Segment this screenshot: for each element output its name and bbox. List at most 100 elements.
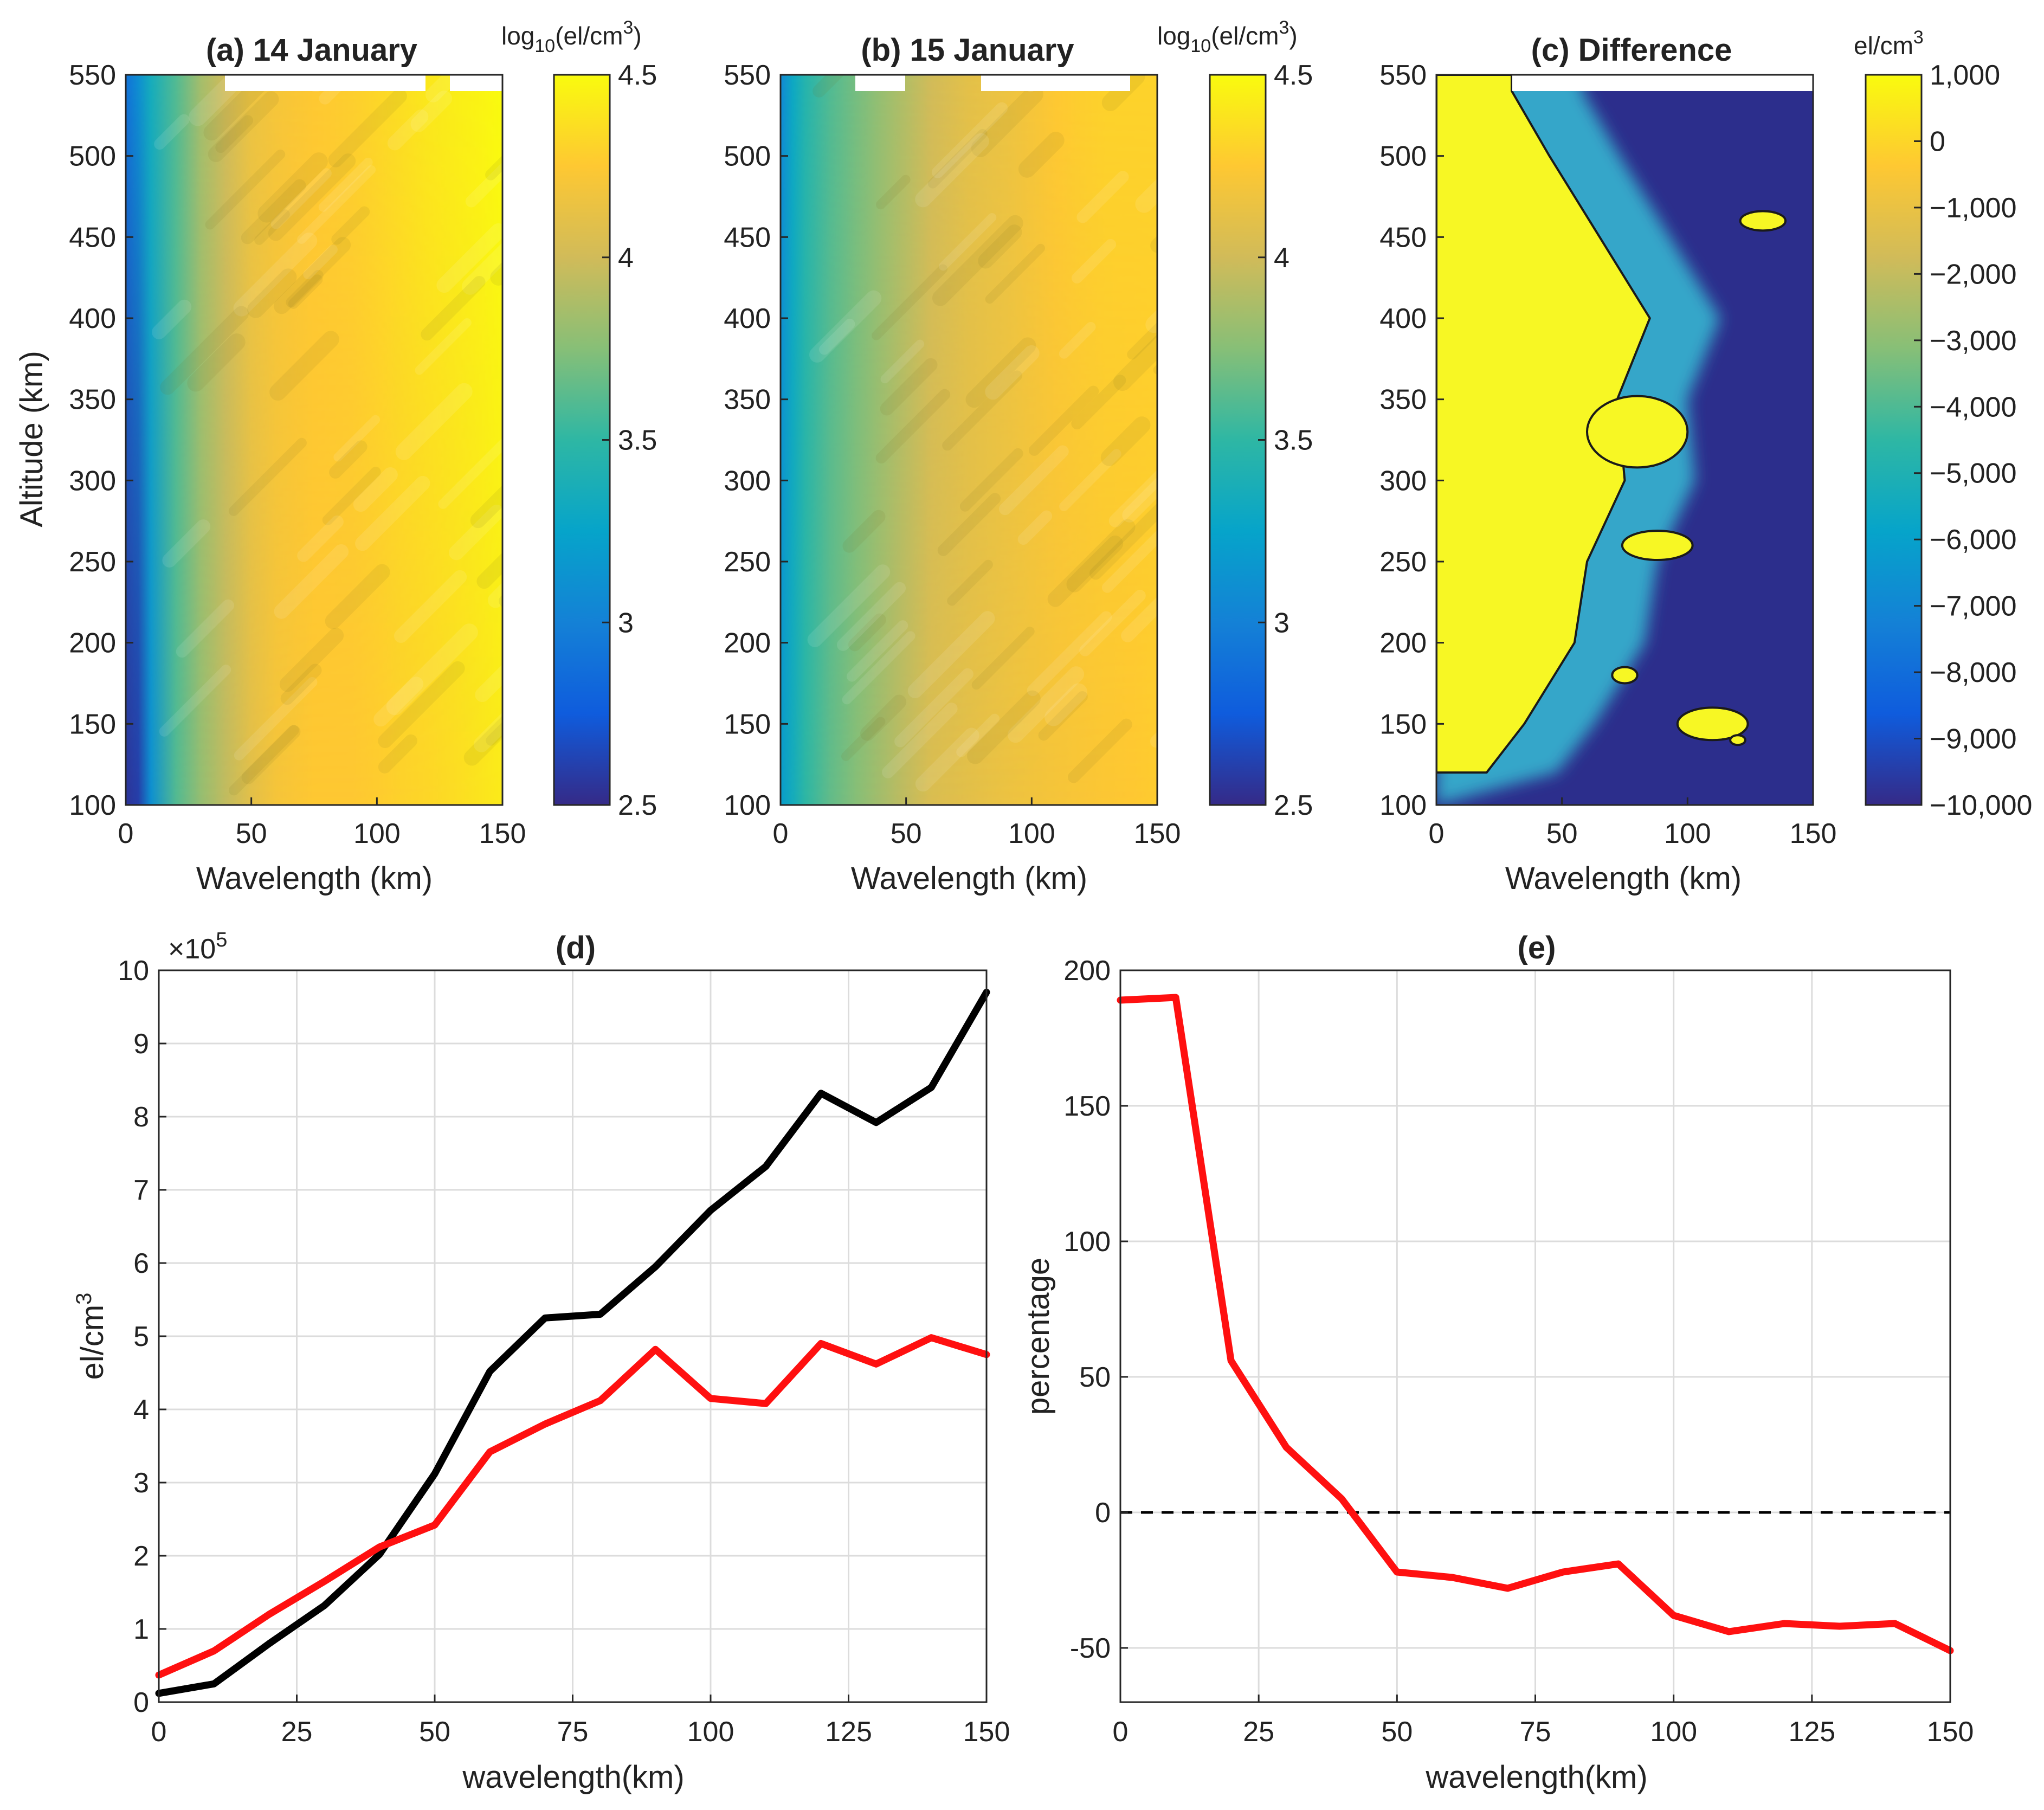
panel-a-xlabel: Wavelength (km) (196, 861, 433, 896)
y-tick-label: 550 (724, 60, 771, 91)
panel-c-heatmap: (c) Difference 0 50 100 150 100 150 200 250 300 3… (1379, 27, 2032, 896)
panel-e-y-tick-label: -50 (1070, 1633, 1111, 1664)
x-tick-label: 100 (353, 818, 401, 849)
panel-d-y-tick-label: 6 (133, 1248, 149, 1279)
colorbar-tick-label: 2.5 (618, 790, 657, 821)
y-tick-label: 500 (1379, 141, 1427, 172)
panel-d-exponent: ×105 (168, 929, 227, 965)
y-tick-label: 100 (1379, 790, 1427, 821)
panel-b-colorbar (1209, 74, 1267, 806)
panel-d-x-tick-label: 50 (419, 1716, 450, 1748)
panel-d-x-tick-label: 0 (151, 1716, 167, 1748)
y-tick-label: 100 (69, 790, 116, 821)
colorbar-tick-label: 3 (1274, 607, 1289, 639)
panel-b-image (781, 75, 1157, 805)
y-tick-label: 400 (724, 303, 771, 334)
panel-a-axes: 0 50 100 150 100 150 200 250 300 350 400 450 500 550 (69, 60, 526, 849)
y-tick-label: 200 (1379, 628, 1427, 659)
panel-e-y-tick-label: 150 (1063, 1091, 1111, 1122)
panel-e-series (1117, 994, 1954, 1654)
panel-d-line-chart: (d) 0 25 50 75 100 125 150 0 1 2 3 4 5 6 7 8 9 10 ×105 wa… (72, 929, 1010, 1795)
colorbar-tick-label: −7,000 (1930, 591, 2017, 622)
panel-d-x-tick-label: 125 (825, 1716, 872, 1748)
panel-e-y-tick-label: 200 (1063, 955, 1111, 987)
x-tick-label: 150 (479, 818, 526, 849)
colorbar-tick-label: −6,000 (1930, 524, 2017, 556)
panel-a-title: (a) 14 January (206, 33, 417, 68)
y-tick-label: 450 (724, 222, 771, 253)
y-tick-label: 500 (724, 141, 771, 172)
panel-d-series-red (155, 1334, 990, 1679)
y-tick-label: 550 (1379, 60, 1427, 91)
y-tick-label: 300 (69, 465, 116, 497)
panel-e-x-tick-label: 0 (1113, 1716, 1129, 1748)
panel-b-axes: 0 50 100 150 100 150 200 250 300 350 400 450 500 550 (724, 60, 1181, 849)
panel-d-y-tick-label: 8 (133, 1102, 149, 1133)
panel-d-series-black (155, 989, 990, 1697)
panel-a-colorbar-title: log10(el/cm3) (501, 17, 642, 56)
panel-e-x-tick-label: 75 (1520, 1716, 1551, 1748)
panel-b-xlabel: Wavelength (km) (851, 861, 1087, 896)
panel-a-heatmap: (a) 14 January 0 50 100 150 100 150 200 250 300 3… (14, 17, 657, 896)
y-tick-label: 550 (69, 60, 116, 91)
y-tick-label: 400 (69, 303, 116, 334)
y-tick-label: 350 (724, 384, 771, 416)
x-tick-label: 100 (1664, 818, 1711, 849)
colorbar-tick-label: 0 (1930, 126, 1945, 157)
panel-b-heatmap: (b) 15 January 0 50 100 150 100 150 200 250 300 3… (724, 17, 1313, 896)
y-tick-label: 250 (724, 546, 771, 578)
panel-d-y-tick-label: 5 (133, 1321, 149, 1352)
x-tick-label: 150 (1790, 818, 1837, 849)
panel-d-y-tick-label: 10 (118, 955, 149, 987)
colorbar-tick-label: 1,000 (1930, 60, 2000, 91)
panel-c-axes: 0 50 100 150 100 150 200 250 300 350 400 450 500 550 (1379, 60, 1836, 849)
y-tick-label: 150 (1379, 708, 1427, 740)
panel-d-ylabel: el/cm3 (72, 1293, 110, 1380)
colorbar-tick-label: 4 (1274, 242, 1289, 274)
panel-d-series (155, 989, 990, 1697)
y-tick-label: 450 (1379, 222, 1427, 253)
panel-d-y-tick-label: 1 (133, 1614, 149, 1645)
panel-c-colorbar-title: el/cm3 (1854, 27, 1924, 60)
panel-d-x-tick-label: 25 (281, 1716, 313, 1748)
colorbar-tick-label: −9,000 (1930, 724, 2017, 755)
colorbar-tick-label: −4,000 (1930, 391, 2017, 423)
panel-b-colorbar-title: log10(el/cm3) (1157, 17, 1298, 56)
panel-e-series-red (1117, 994, 1954, 1654)
panel-d-x-tick-label: 100 (687, 1716, 734, 1748)
y-tick-label: 400 (1379, 303, 1427, 334)
panel-a-image (126, 75, 502, 805)
panel-e-x-tick-label: 25 (1243, 1716, 1274, 1748)
panel-e-xlabel: wavelength(km) (1425, 1760, 1647, 1795)
panel-a-colorbar (553, 74, 611, 806)
x-tick-label: 50 (236, 818, 267, 849)
colorbar-tick-label: 2.5 (1274, 790, 1313, 821)
y-tick-label: 300 (724, 465, 771, 497)
panel-d-x-tick-label: 150 (963, 1716, 1010, 1748)
panel-c-colorbar (1865, 74, 1923, 806)
colorbar-tick-label: −2,000 (1930, 259, 2017, 290)
panel-a-ylabel: Altitude (km) (14, 351, 49, 527)
panel-e-y-tick-label: 100 (1063, 1226, 1111, 1258)
y-tick-label: 350 (1379, 384, 1427, 416)
y-tick-label: 250 (69, 546, 116, 578)
y-tick-label: 350 (69, 384, 116, 416)
panel-d-y-tick-label: 2 (133, 1541, 149, 1572)
panel-c-title: (c) Difference (1531, 33, 1732, 68)
x-tick-label: 100 (1008, 818, 1055, 849)
panel-d-grid (158, 969, 988, 1703)
panel-d-y-tick-label: 0 (133, 1687, 149, 1718)
colorbar-tick-label: 4.5 (1274, 60, 1313, 91)
panel-e-y-tick-label: 0 (1095, 1497, 1111, 1529)
colorbar-tick-label: 4 (618, 242, 634, 274)
y-tick-label: 300 (1379, 465, 1427, 497)
y-tick-label: 250 (1379, 546, 1427, 578)
panel-d-y-tick-label: 7 (133, 1175, 149, 1206)
panel-e-title: (e) (1518, 930, 1556, 965)
y-tick-label: 450 (69, 222, 116, 253)
colorbar-tick-label: −10,000 (1930, 790, 2032, 821)
panel-b-title: (b) 15 January (861, 33, 1074, 68)
panel-b-colorbar-ticks: 2.5 3 3.5 4 4.5 (1258, 60, 1313, 821)
colorbar-tick-label: 3.5 (618, 425, 657, 456)
